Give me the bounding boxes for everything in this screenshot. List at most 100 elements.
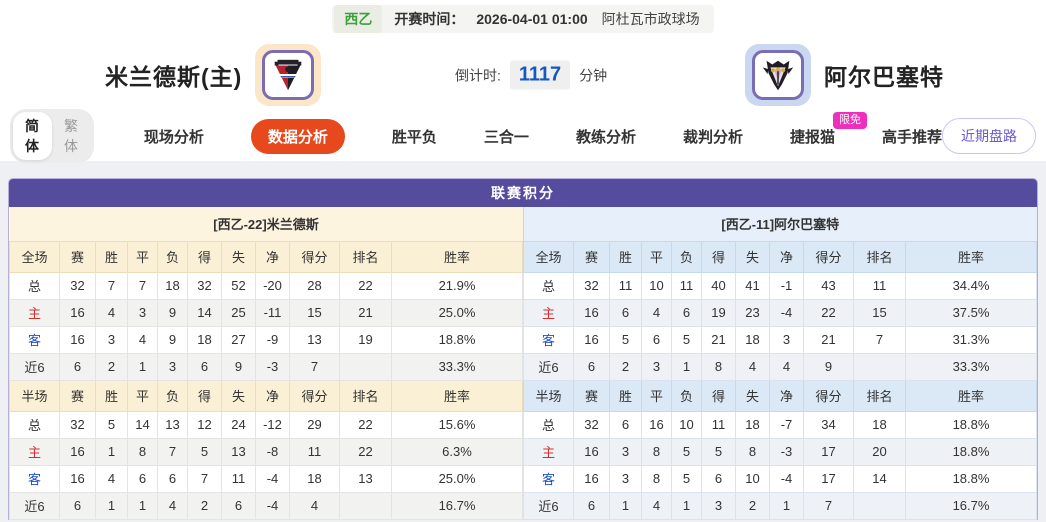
row-label: 客: [523, 325, 574, 354]
stat-cell: 4: [289, 491, 340, 520]
stat-cell: 6: [59, 491, 96, 520]
language-toggle: 简体 繁体: [10, 109, 94, 163]
stat-col-header: 得: [701, 240, 736, 273]
stat-cell: 1: [769, 491, 804, 520]
stat-col-header: 净: [255, 240, 290, 273]
tab-win-draw-loss[interactable]: 胜平负: [391, 128, 437, 146]
stat-cell: 8: [735, 437, 770, 466]
league-points-title: 联赛积分: [9, 179, 1037, 207]
stat-cell: 6.3%: [391, 437, 523, 466]
stat-row: 客 16 3 4 9 18 27 -9 13 19 18.8%: [9, 325, 523, 354]
full-header-row: 全场赛胜平负得失净得分 排名 胜率: [523, 240, 1037, 273]
stat-cell: -4: [255, 464, 290, 493]
row-label: 主: [523, 437, 574, 466]
tab-coach-analysis[interactable]: 教练分析: [575, 128, 636, 146]
team-section-title: [西乙-22]米兰德斯: [9, 207, 523, 241]
stat-cell: 8: [701, 352, 736, 381]
stat-cell: 34.4%: [905, 271, 1037, 300]
stat-cell: 13: [157, 410, 188, 439]
stat-col-header: 失: [221, 379, 256, 412]
recent-handicap-button[interactable]: 近期盘路: [942, 118, 1036, 154]
stat-cell: 4: [127, 325, 158, 354]
stat-row: 主 16 1 8 7 5 13 -8 11 22 6.3%: [9, 437, 523, 466]
row-label: 客: [9, 464, 60, 493]
stat-cell: 16.7%: [391, 491, 523, 520]
stat-cell: -3: [255, 352, 290, 381]
tab-live-analysis[interactable]: 现场分析: [143, 128, 204, 146]
tab-data-analysis[interactable]: 数据分析: [250, 118, 345, 154]
tab-three-in-one[interactable]: 三合一: [483, 128, 529, 146]
stat-cell: 1: [671, 491, 702, 520]
row-label: 近6: [523, 491, 574, 520]
stat-cell: 6: [187, 352, 222, 381]
stat-cell: 7: [289, 352, 340, 381]
stat-cell: 22: [339, 437, 392, 466]
stat-col-header: 负: [157, 240, 188, 273]
stat-col-header: 负: [157, 379, 188, 412]
tab-jiebao-cat-label: 捷报猫: [789, 128, 835, 146]
stat-col-header: 得分: [289, 240, 340, 273]
home-team-name: 米兰德斯(主): [105, 64, 243, 90]
stat-cell: 2: [187, 491, 222, 520]
stat-col-header: 失: [221, 240, 256, 273]
stat-cell: 5: [671, 325, 702, 354]
venue-name: 阿杜瓦市政球场: [601, 11, 700, 27]
half-header-row: 半场赛胜平负得失净得分 排名 胜率: [9, 379, 523, 412]
stat-cell: 14: [853, 464, 906, 493]
stat-cell: 32: [187, 271, 222, 300]
stat-cell: 7: [127, 271, 158, 300]
stat-cell: 1: [95, 491, 128, 520]
stat-cell: 6: [671, 298, 702, 327]
row-label: 客: [523, 464, 574, 493]
stat-cell: 7: [853, 325, 906, 354]
stat-cell: 10: [671, 410, 702, 439]
stat-col-header: 失: [735, 379, 770, 412]
stat-col-header: 平: [127, 240, 158, 273]
stat-cell: 16: [573, 325, 610, 354]
stat-cell: -4: [255, 491, 290, 520]
stat-cell: 5: [95, 410, 128, 439]
countdown: 倒计时: 1117 分钟: [455, 60, 608, 90]
stat-col-header: 排名: [339, 379, 392, 412]
stat-cell: 34: [803, 410, 854, 439]
stat-cell: -3: [769, 437, 804, 466]
tab-jiebao-cat[interactable]: 捷报猫 限免: [789, 111, 867, 147]
stat-cell: 3: [609, 464, 642, 493]
stat-cell: 6: [609, 410, 642, 439]
lang-traditional-button[interactable]: 繁体: [63, 118, 78, 154]
stat-cell: 6: [573, 491, 610, 520]
stat-cell: 4: [157, 491, 188, 520]
stat-cell: 18: [853, 410, 906, 439]
stat-cell: 18: [735, 410, 770, 439]
stat-cell: 10: [641, 271, 672, 300]
stat-cell: 18: [157, 271, 188, 300]
stat-cell: 32: [573, 410, 610, 439]
tab-expert-picks[interactable]: 高手推荐: [881, 128, 942, 146]
tab-referee-analysis[interactable]: 裁判分析: [682, 128, 743, 146]
stat-col-header: 负: [671, 379, 702, 412]
stat-cell: 16.7%: [905, 491, 1037, 520]
stat-cell: 16: [59, 464, 96, 493]
row-label: 主: [523, 298, 574, 327]
stat-cell: 52: [221, 271, 256, 300]
stat-col-header: 赛: [59, 240, 96, 273]
stat-cell: 16: [59, 325, 96, 354]
countdown-unit: 分钟: [579, 67, 608, 83]
home-team-logo: [255, 44, 322, 106]
stat-cell: 14: [127, 410, 158, 439]
stat-cell: 4: [95, 464, 128, 493]
nav-bar: 简体 繁体 现场分析 数据分析 胜平负 三合一 教练分析 裁判分析 捷报猫 限免…: [0, 109, 1046, 163]
stat-cell: 6: [609, 298, 642, 327]
lang-simplified-button[interactable]: 简体: [13, 112, 52, 160]
stat-cell: 41: [735, 271, 770, 300]
stat-cell: 16: [59, 298, 96, 327]
stat-cell: 7: [157, 437, 188, 466]
stat-cell: 9: [157, 325, 188, 354]
kickoff-time: 2026-04-01 01:00: [476, 11, 588, 27]
row-label: 近6: [9, 352, 60, 381]
stat-cell: 24: [221, 410, 256, 439]
match-header: 米兰德斯(主) 倒计时: 1117 分钟: [0, 33, 1046, 117]
stat-cell: 3: [701, 491, 736, 520]
stat-cell: 6: [221, 491, 256, 520]
away-team-name: 阿尔巴塞特: [824, 64, 944, 90]
